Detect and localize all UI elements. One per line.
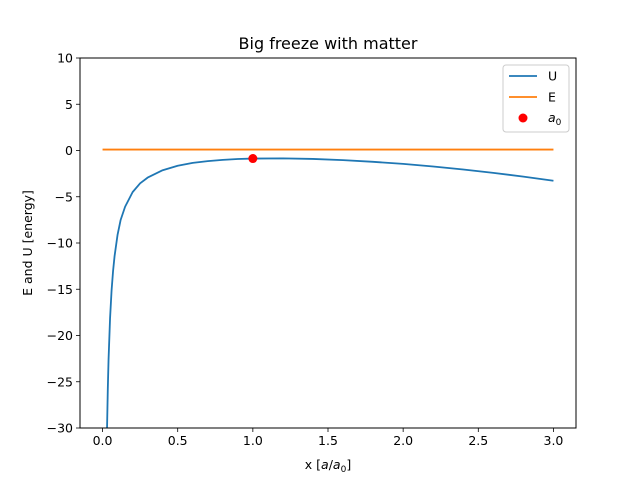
x-tick-label: 1.5 — [318, 433, 338, 448]
y-tick-label: 10 — [57, 51, 73, 66]
legend-swatch-a0 — [518, 113, 528, 123]
x-tick-label: 0.5 — [168, 433, 188, 448]
plot-area — [102, 148, 554, 428]
y-tick-label: −5 — [55, 189, 73, 204]
legend: U E a0 — [502, 64, 570, 133]
x-tick-label: 3.0 — [544, 433, 564, 448]
y-axis: 10 5 0 −5 −10 −15 −20 −25 −30 — [47, 51, 80, 436]
x-tick-label: 2.5 — [468, 433, 488, 448]
x-axis-label: x [a/a0] — [305, 457, 351, 475]
y-tick-label: 0 — [65, 143, 73, 158]
y-tick-label: 5 — [65, 97, 73, 112]
y-tick-label: −15 — [47, 282, 73, 297]
axes-frame — [79, 57, 577, 429]
y-tick-label: −20 — [47, 328, 73, 343]
y-tick-label: −10 — [47, 236, 73, 251]
x-tick-label: 1.0 — [243, 433, 263, 448]
legend-label-u: U — [548, 69, 557, 84]
x-tick-label: 0.0 — [93, 433, 113, 448]
y-tick-label: −30 — [47, 421, 73, 436]
legend-label-a0: a0 — [548, 110, 562, 128]
y-axis-label: E and U [energy] — [20, 190, 35, 296]
legend-label-e: E — [548, 90, 556, 105]
x-axis: 0.0 0.5 1.0 1.5 2.0 2.5 3.0 — [93, 428, 564, 448]
chart-title: Big freeze with matter — [239, 34, 418, 53]
y-tick-label: −25 — [47, 374, 73, 389]
x-tick-label: 2.0 — [393, 433, 413, 448]
series-line-u — [106, 157, 554, 428]
point-a0 — [248, 154, 258, 164]
